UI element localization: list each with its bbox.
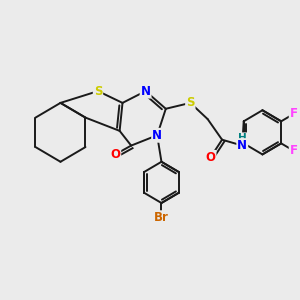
Text: S: S [94,85,102,98]
Text: F: F [290,144,298,157]
Text: F: F [290,107,298,120]
Text: N: N [237,139,247,152]
Text: H: H [238,133,247,143]
Text: N: N [152,129,162,142]
Text: O: O [110,148,120,161]
Text: Br: Br [154,211,169,224]
Text: O: O [206,151,215,164]
Text: S: S [186,96,195,110]
Text: N: N [141,85,151,98]
